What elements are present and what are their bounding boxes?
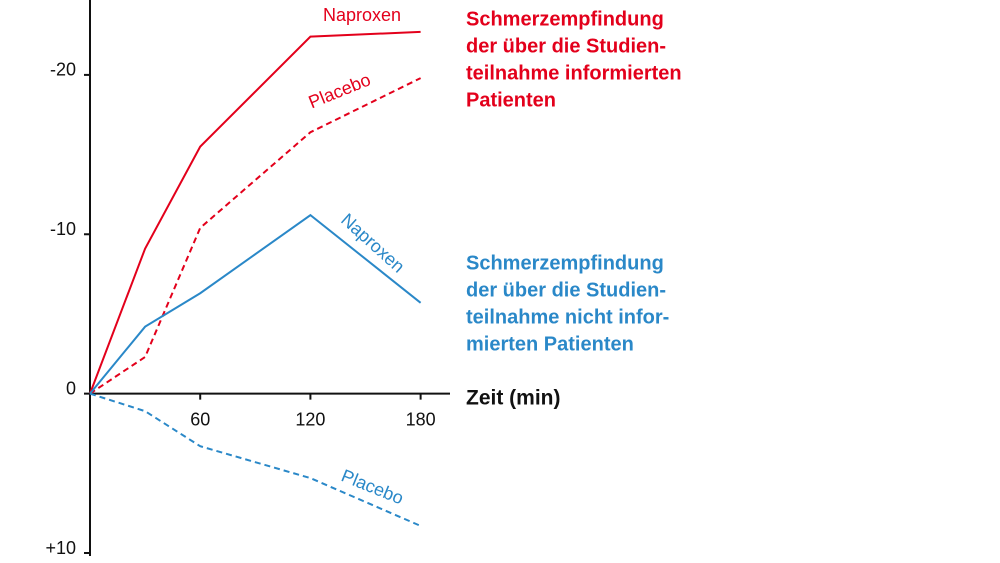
x-tick-label: 60: [190, 409, 210, 429]
y-tick-label: -20: [50, 60, 76, 80]
annotation: Schmerzempfindung: [466, 252, 664, 274]
x-tick-label: 120: [295, 409, 325, 429]
line-series: [89, 392, 422, 527]
annotation: Patienten: [466, 89, 556, 111]
line-series: [89, 77, 422, 395]
annotation: der über die Studien-: [466, 35, 666, 57]
series-label: Naproxen: [337, 210, 408, 277]
annotation: teilnahme informierten: [466, 62, 682, 84]
annotation: Schmerzempfindung: [466, 8, 664, 30]
annotation: der über die Studien-: [466, 279, 666, 301]
series-label: Placebo: [339, 465, 407, 508]
y-tick-label: -10: [50, 219, 76, 239]
y-tick-label: +10: [45, 538, 76, 558]
series-label: Naproxen: [323, 5, 401, 25]
line-series: [89, 30, 421, 394]
line-series: [89, 213, 422, 395]
x-tick-label: 180: [406, 409, 436, 429]
annotation: mierten Patienten: [466, 333, 634, 355]
annotation: teilnahme nicht infor-: [466, 306, 669, 328]
y-tick-label: 0: [66, 378, 76, 398]
x-axis-label: Zeit (min): [466, 387, 561, 410]
